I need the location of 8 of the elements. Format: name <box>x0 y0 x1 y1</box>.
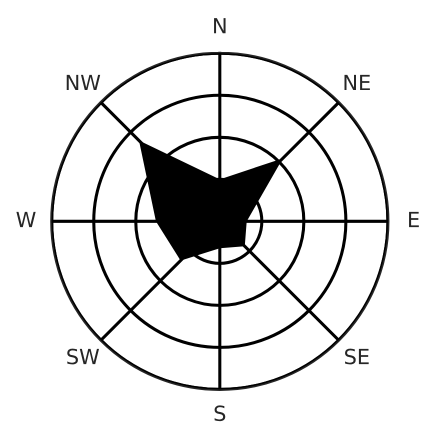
spoke-label: SW <box>67 348 100 364</box>
spoke-label: E <box>409 212 419 228</box>
spoke-label: NW <box>66 74 100 90</box>
spoke-label: SE <box>345 348 369 364</box>
spoke-label: W <box>16 212 36 228</box>
spoke-label: NE <box>344 74 370 90</box>
spoke-label: S <box>214 405 226 422</box>
spoke-label: N <box>214 18 226 34</box>
